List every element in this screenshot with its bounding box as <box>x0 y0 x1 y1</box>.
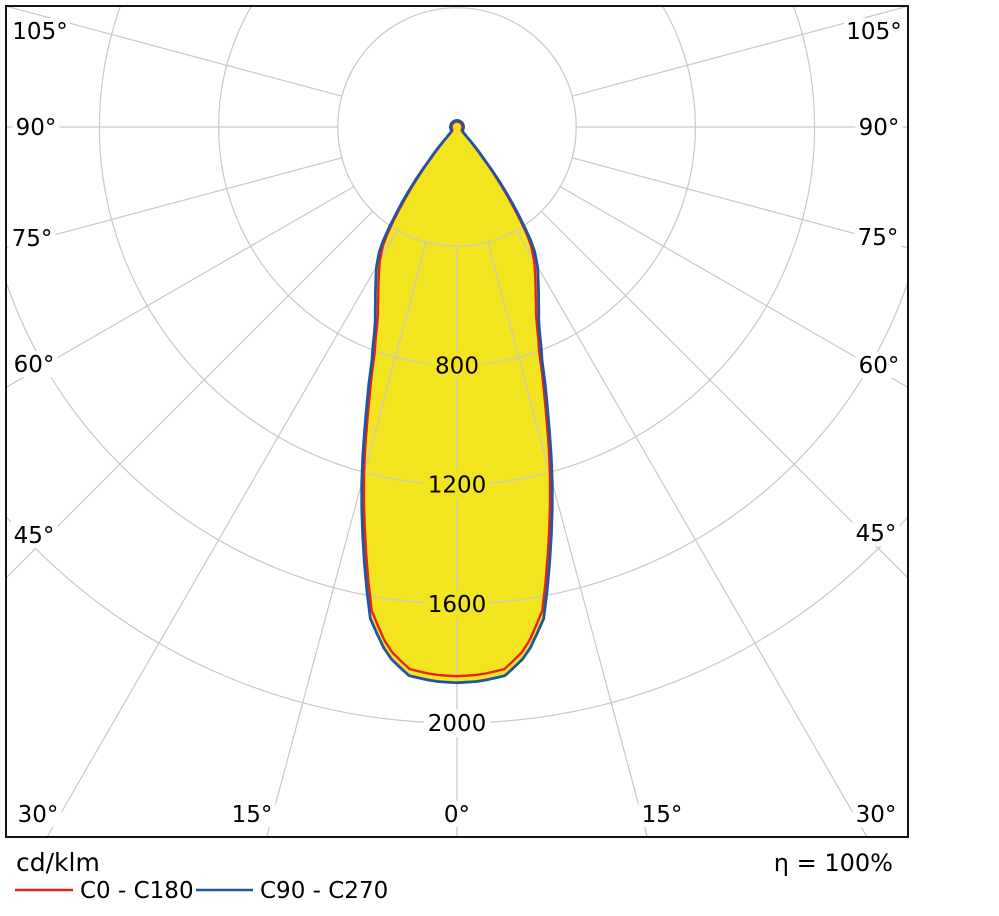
angle-label-halo-bottom-0-30 <box>14 801 62 827</box>
grid-ray-left-105 <box>6 6 343 97</box>
angle-label-bottom-0-30: 30° <box>18 802 59 828</box>
grid-ray-right-60 <box>559 186 908 389</box>
angle-label-left-105: 105° <box>12 19 67 45</box>
angle-label-left-75: 75° <box>12 226 53 252</box>
angle-label-halo-left-45 <box>10 522 58 548</box>
curve-c90-c270 <box>360 119 554 685</box>
ring-label-halo-800 <box>431 351 483 380</box>
angle-label-halo-bottom-2-0 <box>440 801 474 827</box>
legend-label-c0-c180: C0 - C180 <box>80 878 194 904</box>
angle-label-halo-left-75 <box>8 225 56 251</box>
grid-ray-left-60 <box>6 186 355 389</box>
ring-label-1600: 1600 <box>428 592 487 618</box>
efficiency-label: η = 100% <box>774 849 893 877</box>
grid-ray-left-30 <box>46 229 398 837</box>
angle-label-halo-bottom-3-15 <box>638 801 686 827</box>
angle-label-halo-left-105 <box>10 18 70 44</box>
plot-border <box>5 5 909 838</box>
curves-layer <box>360 119 554 685</box>
ring-label-2000: 2000 <box>428 711 487 737</box>
angle-label-halo-right-90 <box>855 114 903 140</box>
angle-label-halo-right-45 <box>852 520 900 546</box>
grid-ray-left-75 <box>6 157 343 249</box>
ring-label-1200: 1200 <box>428 473 487 499</box>
ring-label-halo-1200 <box>424 470 490 499</box>
angle-label-right-60: 60° <box>859 353 900 379</box>
units-label: cd/klm <box>16 848 100 877</box>
grid-ray-left-45 <box>6 210 374 579</box>
grid-ray-right-15 <box>487 241 648 837</box>
angle-label-halo-bottom-1-15 <box>228 801 276 827</box>
ring-label-halo-1600 <box>424 589 490 618</box>
legend-label-c90-c270: C90 - C270 <box>260 878 388 904</box>
angle-label-right-75: 75° <box>858 225 899 251</box>
angle-label-bottom-3-15: 15° <box>642 802 683 828</box>
angle-label-left-60: 60° <box>14 352 55 378</box>
angle-label-left-90: 90° <box>16 115 57 141</box>
angle-label-bottom-1-15: 15° <box>232 802 273 828</box>
angle-label-halo-left-60 <box>10 351 58 377</box>
grid-ray-left-15 <box>266 241 427 837</box>
ring-label-800: 800 <box>435 353 479 379</box>
angle-label-bottom-2-0: 0° <box>444 802 470 828</box>
angle-label-halo-right-60 <box>855 352 903 378</box>
angle-label-right-90: 90° <box>859 115 900 141</box>
angle-label-left-45: 45° <box>14 523 55 549</box>
angle-label-right-105: 105° <box>846 19 901 45</box>
ring-label-halo-2000 <box>424 709 490 737</box>
angle-label-halo-right-75 <box>854 224 902 250</box>
angle-label-right-45: 45° <box>856 521 897 547</box>
angle-label-halo-left-90 <box>12 114 60 140</box>
grid-ray-right-105 <box>571 6 908 97</box>
labels-layer: 800 1200 1600 2000 105° 105° 90° 90° 75° 75° 60° 60… <box>8 18 904 828</box>
grid-ray-right-45 <box>540 210 908 579</box>
angle-label-halo-right-105 <box>844 18 904 44</box>
grid-ray-right-75 <box>571 157 908 249</box>
grid-ray-right-30 <box>516 229 868 837</box>
angle-label-halo-bottom-4-30 <box>852 801 900 827</box>
angle-label-bottom-4-30: 30° <box>856 802 897 828</box>
